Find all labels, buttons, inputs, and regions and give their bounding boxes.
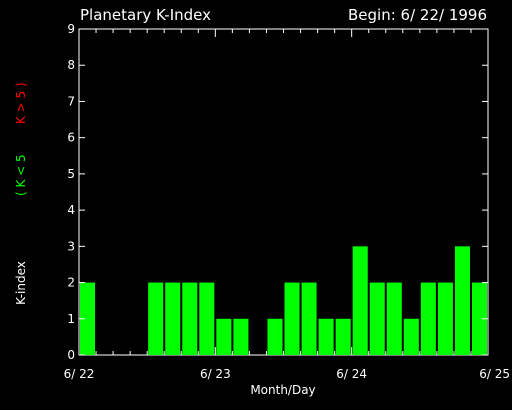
y-tick-label: 4 <box>67 203 75 217</box>
kp-bar <box>386 282 402 355</box>
kp-bar <box>216 318 232 355</box>
x-tick-label: 6/ 25 <box>479 367 510 381</box>
y-tick-label: 7 <box>67 94 75 108</box>
y-tick-label: 1 <box>67 312 75 326</box>
chart-subtitle: Begin: 6/ 22/ 1996 <box>348 6 487 24</box>
kp-bar <box>301 282 317 355</box>
y-tick-label: 3 <box>67 239 75 253</box>
kp-bar <box>80 282 96 355</box>
x-tick-label: 6/ 24 <box>336 367 367 381</box>
y-tick-label: 5 <box>67 167 75 181</box>
x-tick-label: 6/ 22 <box>64 367 95 381</box>
kp-bar <box>182 282 198 355</box>
kp-bar <box>165 282 181 355</box>
y-tick-label: 6 <box>67 131 75 145</box>
kp-bar <box>403 318 419 355</box>
kp-bar <box>437 282 453 355</box>
kp-bar <box>352 246 368 355</box>
y-tick-label: 0 <box>67 348 75 362</box>
kp-bar <box>471 282 487 355</box>
kp-bar <box>335 318 351 355</box>
y-axis-label: K-index <box>14 261 28 305</box>
chart-title: Planetary K-Index <box>80 6 211 24</box>
kp-bar <box>454 246 470 355</box>
kp-bar <box>267 318 283 355</box>
kp-bar <box>420 282 436 355</box>
legend-high-label: K > 5 ) <box>14 82 28 124</box>
kp-bar <box>318 318 334 355</box>
x-tick-label: 6/ 23 <box>200 367 231 381</box>
kp-bar <box>199 282 215 355</box>
kp-bar <box>148 282 164 355</box>
kp-bar <box>233 318 249 355</box>
x-axis-label: Month/Day <box>250 383 315 397</box>
y-tick-label: 8 <box>67 58 75 72</box>
kp-bar <box>284 282 300 355</box>
kp-bar <box>369 282 385 355</box>
y-tick-label: 2 <box>67 276 75 290</box>
legend-low-label: ( K < 5 <box>14 154 28 196</box>
y-tick-label: 9 <box>67 22 75 36</box>
